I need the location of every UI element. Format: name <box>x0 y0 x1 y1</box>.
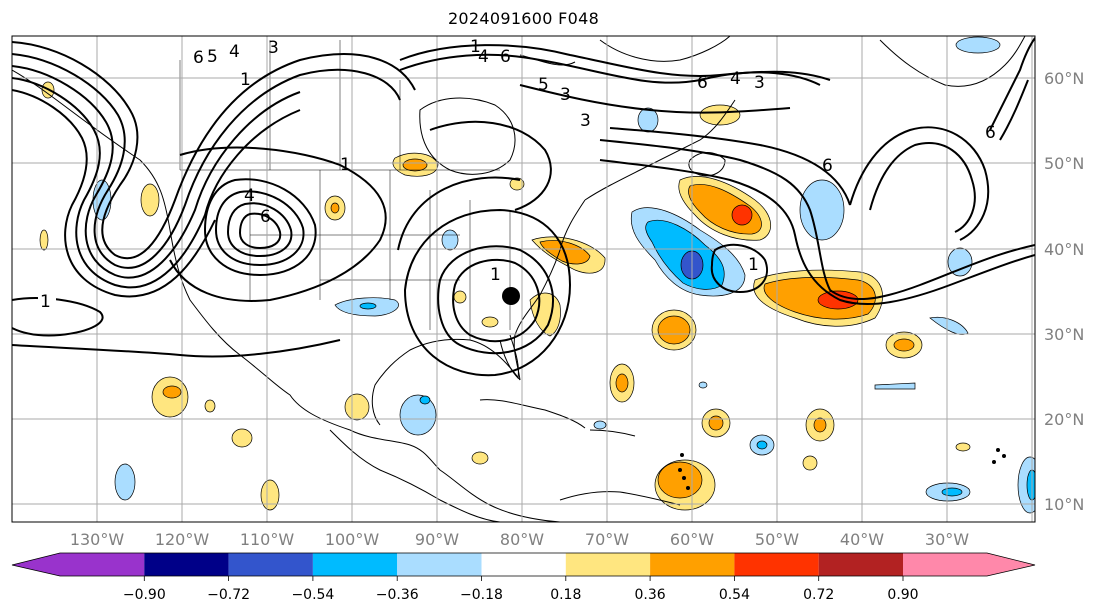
svg-text:1: 1 <box>40 292 51 312</box>
svg-text:5: 5 <box>538 75 549 95</box>
colorbar-segment <box>903 553 987 576</box>
gridlines <box>12 36 1035 522</box>
colorbar-tick-label: −0.36 <box>376 587 419 603</box>
colorbar-segment <box>397 553 482 576</box>
lat-label: 20°N <box>1044 410 1084 429</box>
lon-label: 70°W <box>585 530 629 549</box>
svg-text:1: 1 <box>340 155 351 175</box>
colorbar-tick-label: −0.90 <box>123 587 166 603</box>
colorbar-tick-label: 0.72 <box>803 587 834 603</box>
lon-label: 80°W <box>500 530 544 549</box>
colorbar-segment <box>312 553 398 576</box>
map-panel <box>12 36 1035 522</box>
colorbar-segment <box>481 553 566 576</box>
lon-label: 60°W <box>670 530 714 549</box>
map-title: 2024091600 F048 <box>447 9 600 28</box>
lon-label: 90°W <box>415 530 459 549</box>
lat-label: 50°N <box>1044 154 1084 173</box>
lat-label: 30°N <box>1044 325 1084 344</box>
colorbar-segment <box>734 553 819 576</box>
lon-label: 100°W <box>325 530 380 549</box>
colorbar-extend-low <box>12 553 60 576</box>
svg-text:1: 1 <box>490 265 501 285</box>
colorbar-tick-label: −0.54 <box>291 587 334 603</box>
colorbar-tick-label: 0.18 <box>550 587 581 603</box>
svg-text:1: 1 <box>470 37 481 57</box>
svg-text:3: 3 <box>754 73 765 93</box>
contour-lines <box>12 37 1035 377</box>
contour-value-labels: 1 6 5 4 3 1 1 1 4 6 1 6 4 3 3 6 6 6 1 4 … <box>38 37 996 312</box>
lat-label: 60°N <box>1044 69 1084 88</box>
svg-text:6: 6 <box>500 47 511 67</box>
map-frame <box>11 35 1036 523</box>
colorbar-tick-label: 0.90 <box>887 587 918 603</box>
latitude-labels: 60°N 50°N 40°N 30°N 20°N 10°N <box>1044 69 1084 514</box>
lon-label: 30°W <box>925 530 969 549</box>
colorbar-segment <box>144 553 229 576</box>
svg-text:4: 4 <box>730 69 741 89</box>
lon-label: 120°W <box>155 530 210 549</box>
storm-center-marker <box>502 287 520 305</box>
colorbar-tick-label: −0.72 <box>207 587 250 603</box>
svg-text:1: 1 <box>240 70 251 90</box>
svg-text:4: 4 <box>229 42 240 62</box>
svg-text:3: 3 <box>580 111 591 131</box>
svg-text:6: 6 <box>260 207 271 227</box>
svg-text:5: 5 <box>207 47 218 67</box>
colorbar: −0.90 −0.72 −0.54 −0.36 −0.18 0.18 0.36 … <box>11 552 1036 603</box>
colorbar-segment <box>60 553 145 576</box>
colorbar-tick-label: −0.18 <box>460 587 503 603</box>
colorbar-tick-label: 0.54 <box>719 587 750 603</box>
lat-label: 40°N <box>1044 240 1084 259</box>
colorbar-tick-label: 0.36 <box>635 587 666 603</box>
lon-label: 130°W <box>70 530 125 549</box>
longitude-labels: 130°W 120°W 110°W 100°W 90°W 80°W 70°W 6… <box>70 530 969 549</box>
lon-label: 40°W <box>840 530 884 549</box>
colorbar-segment <box>565 553 651 576</box>
svg-text:3: 3 <box>268 38 279 58</box>
coastlines <box>12 36 1026 522</box>
svg-text:6: 6 <box>193 48 204 68</box>
svg-text:4: 4 <box>478 47 489 67</box>
svg-text:6: 6 <box>822 156 833 176</box>
svg-text:1: 1 <box>748 255 759 275</box>
colorbar-extend-high <box>987 553 1035 576</box>
colorbar-segment <box>650 553 735 576</box>
svg-text:3: 3 <box>560 85 571 105</box>
svg-text:6: 6 <box>697 73 708 93</box>
lat-label: 10°N <box>1044 495 1084 514</box>
svg-text:6: 6 <box>985 123 996 143</box>
lon-label: 110°W <box>240 530 295 549</box>
colorbar-segment <box>228 553 313 576</box>
colorbar-segment <box>818 553 903 576</box>
svg-text:4: 4 <box>244 186 255 206</box>
lon-label: 50°W <box>755 530 799 549</box>
